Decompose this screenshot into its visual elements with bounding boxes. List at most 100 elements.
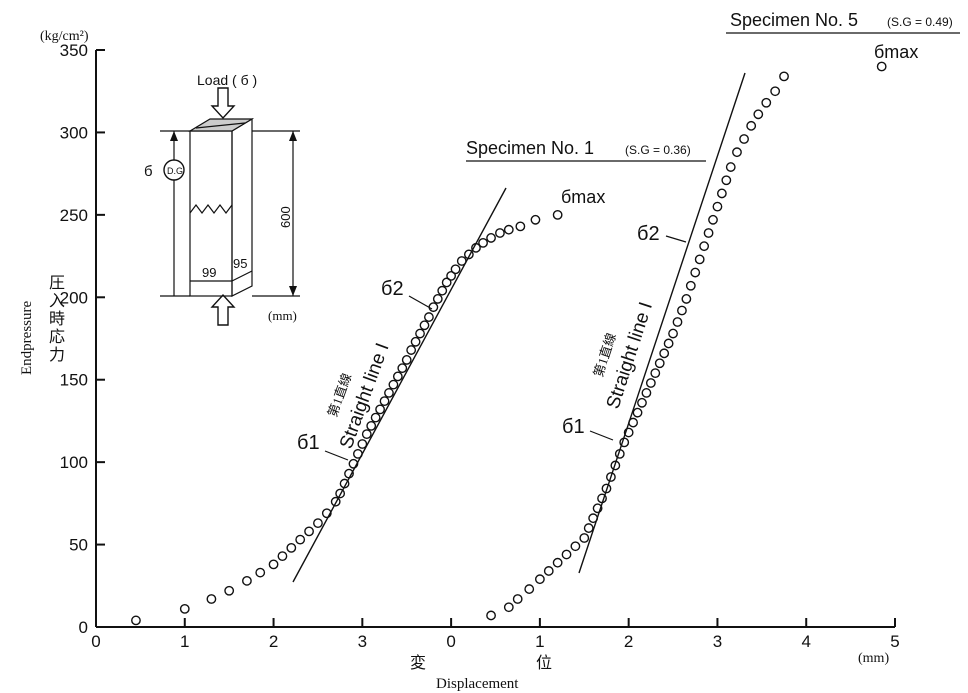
data-point bbox=[579, 533, 590, 543]
data-point bbox=[524, 584, 535, 594]
x-tick-label: 4 bbox=[801, 632, 810, 651]
data-point bbox=[255, 567, 266, 578]
data-point bbox=[512, 594, 523, 604]
data-point bbox=[410, 336, 421, 347]
data-point bbox=[645, 378, 656, 388]
data-point bbox=[876, 61, 887, 72]
straight-line-specimen-1 bbox=[292, 187, 507, 583]
data-point bbox=[779, 71, 789, 82]
data-point bbox=[495, 228, 505, 238]
data-point bbox=[450, 264, 461, 275]
y-axis-label-en: Endpressure bbox=[19, 301, 35, 375]
data-point bbox=[739, 134, 749, 144]
data-point bbox=[428, 302, 439, 313]
data-point bbox=[668, 328, 678, 339]
specimen-diagram: Load ( б ) D.G б 600 99 95 (mm) bbox=[144, 72, 300, 326]
data-point bbox=[703, 228, 714, 238]
specimen-5-sg: (S.G = 0.49) bbox=[887, 15, 953, 29]
data-point bbox=[437, 285, 448, 296]
data-point bbox=[179, 603, 190, 614]
data-point bbox=[295, 534, 306, 545]
data-point bbox=[379, 396, 390, 407]
x-tick-label: 0 bbox=[446, 632, 455, 651]
data-point bbox=[242, 575, 252, 586]
data-point bbox=[388, 379, 399, 390]
data-point bbox=[268, 559, 279, 570]
data-point bbox=[552, 557, 563, 568]
data-point bbox=[486, 610, 496, 621]
data-point bbox=[424, 312, 434, 322]
data-point bbox=[406, 345, 417, 355]
y-tick-label: 0 bbox=[79, 618, 88, 637]
specimen-5-sigma1-leader bbox=[589, 430, 614, 441]
data-point bbox=[543, 566, 554, 576]
data-point bbox=[663, 338, 674, 349]
y-tick-label: 50 bbox=[69, 536, 88, 555]
data-point bbox=[716, 188, 727, 199]
straight-line-specimen-5 bbox=[578, 72, 746, 574]
x-tick-label: 0 bbox=[91, 632, 100, 651]
y-axis-label-jp: 圧入時応力 bbox=[49, 275, 65, 364]
data-point bbox=[570, 541, 581, 552]
specimen-1-sigma2-leader bbox=[408, 295, 433, 310]
data-point bbox=[712, 201, 723, 212]
specimen-1-sg: (S.G = 0.36) bbox=[625, 143, 691, 157]
data-point bbox=[725, 162, 736, 172]
data-point bbox=[366, 420, 377, 431]
data-point bbox=[561, 549, 572, 560]
x-tick-label: 5 bbox=[890, 632, 899, 651]
x-ticks: 0 1 2 3 0 1 2 3 4 5 bbox=[91, 618, 900, 651]
data-point bbox=[654, 358, 665, 369]
y-tick-label: 150 bbox=[60, 371, 88, 390]
data-point bbox=[384, 388, 394, 398]
data-point bbox=[335, 488, 346, 499]
x-axis-label-en: Displacement bbox=[436, 676, 519, 692]
data-point bbox=[601, 483, 612, 494]
data-point bbox=[313, 518, 323, 529]
data-point bbox=[732, 147, 742, 158]
load-arrow-bottom bbox=[210, 293, 236, 326]
inset-sigma-label: б bbox=[144, 163, 153, 180]
data-point bbox=[606, 472, 616, 482]
data-point bbox=[478, 237, 488, 248]
data-point bbox=[641, 388, 652, 398]
specimen-1-sigma1-leader bbox=[324, 450, 349, 461]
dial-gauge-icon bbox=[163, 159, 185, 181]
specimen-1-sigma2: б2 bbox=[381, 278, 404, 300]
data-point bbox=[224, 585, 235, 596]
specimen-1-title: Specimen No. 1 bbox=[466, 138, 594, 158]
data-point bbox=[650, 368, 661, 379]
data-point bbox=[446, 270, 457, 281]
y-tick-label: 100 bbox=[60, 453, 88, 472]
x-tick-label: 1 bbox=[180, 632, 189, 651]
data-point bbox=[694, 254, 705, 265]
specimen-5-sigma1: б1 bbox=[562, 416, 585, 438]
x-unit-label: (mm) bbox=[858, 651, 889, 666]
data-point bbox=[515, 221, 526, 232]
x-tick-label: 1 bbox=[535, 632, 544, 651]
x-tick-label: 3 bbox=[713, 632, 722, 651]
data-point bbox=[583, 523, 594, 533]
y-tick-label: 350 bbox=[60, 41, 88, 60]
y-unit-label: (kg/cm²) bbox=[40, 29, 89, 44]
data-point bbox=[770, 86, 781, 97]
x-axis-label-jp-left: 変 bbox=[410, 654, 426, 672]
data-point bbox=[370, 412, 381, 423]
load-label: Load ( б ) bbox=[197, 72, 257, 88]
data-point bbox=[685, 280, 696, 291]
data-point bbox=[708, 214, 718, 225]
specimen-5-sigma2-leader bbox=[665, 235, 687, 243]
series-specimen-1 bbox=[131, 209, 563, 626]
data-point bbox=[659, 348, 670, 359]
dial-gauge-label: D.G bbox=[167, 166, 183, 176]
data-point bbox=[690, 267, 701, 278]
y-ticks: 0 50 100 150 200 250 300 350 bbox=[60, 41, 105, 637]
data-point bbox=[552, 209, 563, 220]
data-point bbox=[677, 305, 687, 316]
data-point bbox=[397, 363, 408, 374]
data-point bbox=[672, 317, 683, 327]
data-point bbox=[503, 602, 514, 613]
x-tick-label: 2 bbox=[269, 632, 278, 651]
specimen-5-title: Specimen No. 5 bbox=[730, 10, 858, 30]
data-point bbox=[486, 233, 496, 243]
